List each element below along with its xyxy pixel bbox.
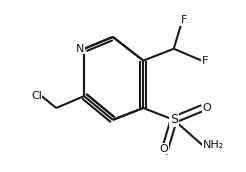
Text: F: F [181,15,187,25]
Text: O: O [159,144,168,154]
Text: F: F [202,56,208,66]
Text: N: N [76,44,84,54]
Text: O: O [202,103,211,113]
Text: S: S [170,113,178,126]
Text: Cl: Cl [31,91,42,101]
Text: NH₂: NH₂ [202,140,224,150]
